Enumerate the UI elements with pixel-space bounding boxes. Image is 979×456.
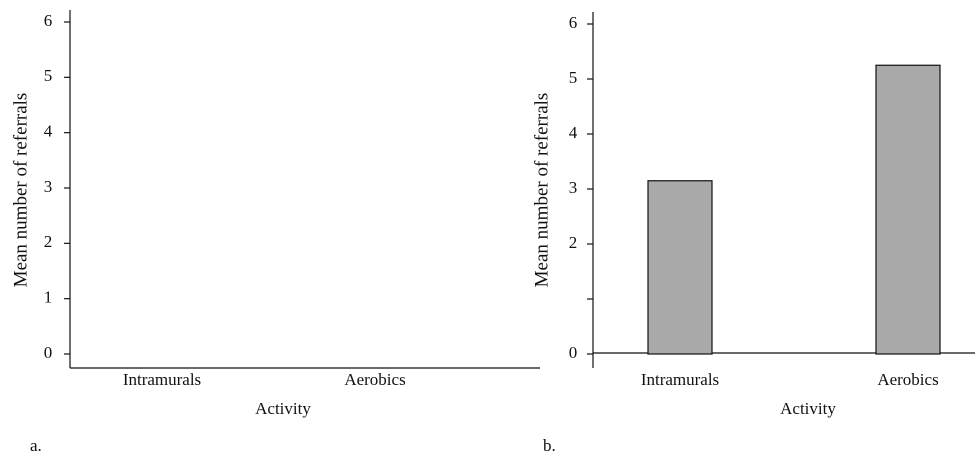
panel-label: b. <box>543 436 556 455</box>
x-axis-title: Activity <box>255 399 311 418</box>
y-tick-label: 1 <box>44 288 53 307</box>
y-tick-label: 5 <box>569 68 578 87</box>
y-tick-label: 3 <box>569 178 578 197</box>
y-tick-label: 2 <box>569 233 578 252</box>
y-tick-label: 5 <box>44 66 53 85</box>
x-tick-label: Aerobics <box>877 370 938 389</box>
y-tick-label: 0 <box>44 343 53 362</box>
bar <box>875 64 941 355</box>
x-tick-label: Intramurals <box>123 370 201 389</box>
x-tick-label: Intramurals <box>641 370 719 389</box>
bar <box>647 180 713 355</box>
y-tick-label: 6 <box>569 13 578 32</box>
y-tick-label: 3 <box>44 177 53 196</box>
y-axis-title: Mean number of referrals <box>10 93 31 288</box>
x-tick-label: Aerobics <box>344 370 405 389</box>
y-tick-label: 4 <box>44 122 53 141</box>
y-tick-label: 4 <box>569 123 578 142</box>
y-axis-title: Mean number of referrals <box>531 93 552 288</box>
x-axis-title: Activity <box>780 399 836 418</box>
y-tick-label: 6 <box>44 11 53 30</box>
panel-label: a. <box>30 436 42 455</box>
y-tick-label: 2 <box>44 232 53 251</box>
y-tick-label: 0 <box>569 343 578 362</box>
